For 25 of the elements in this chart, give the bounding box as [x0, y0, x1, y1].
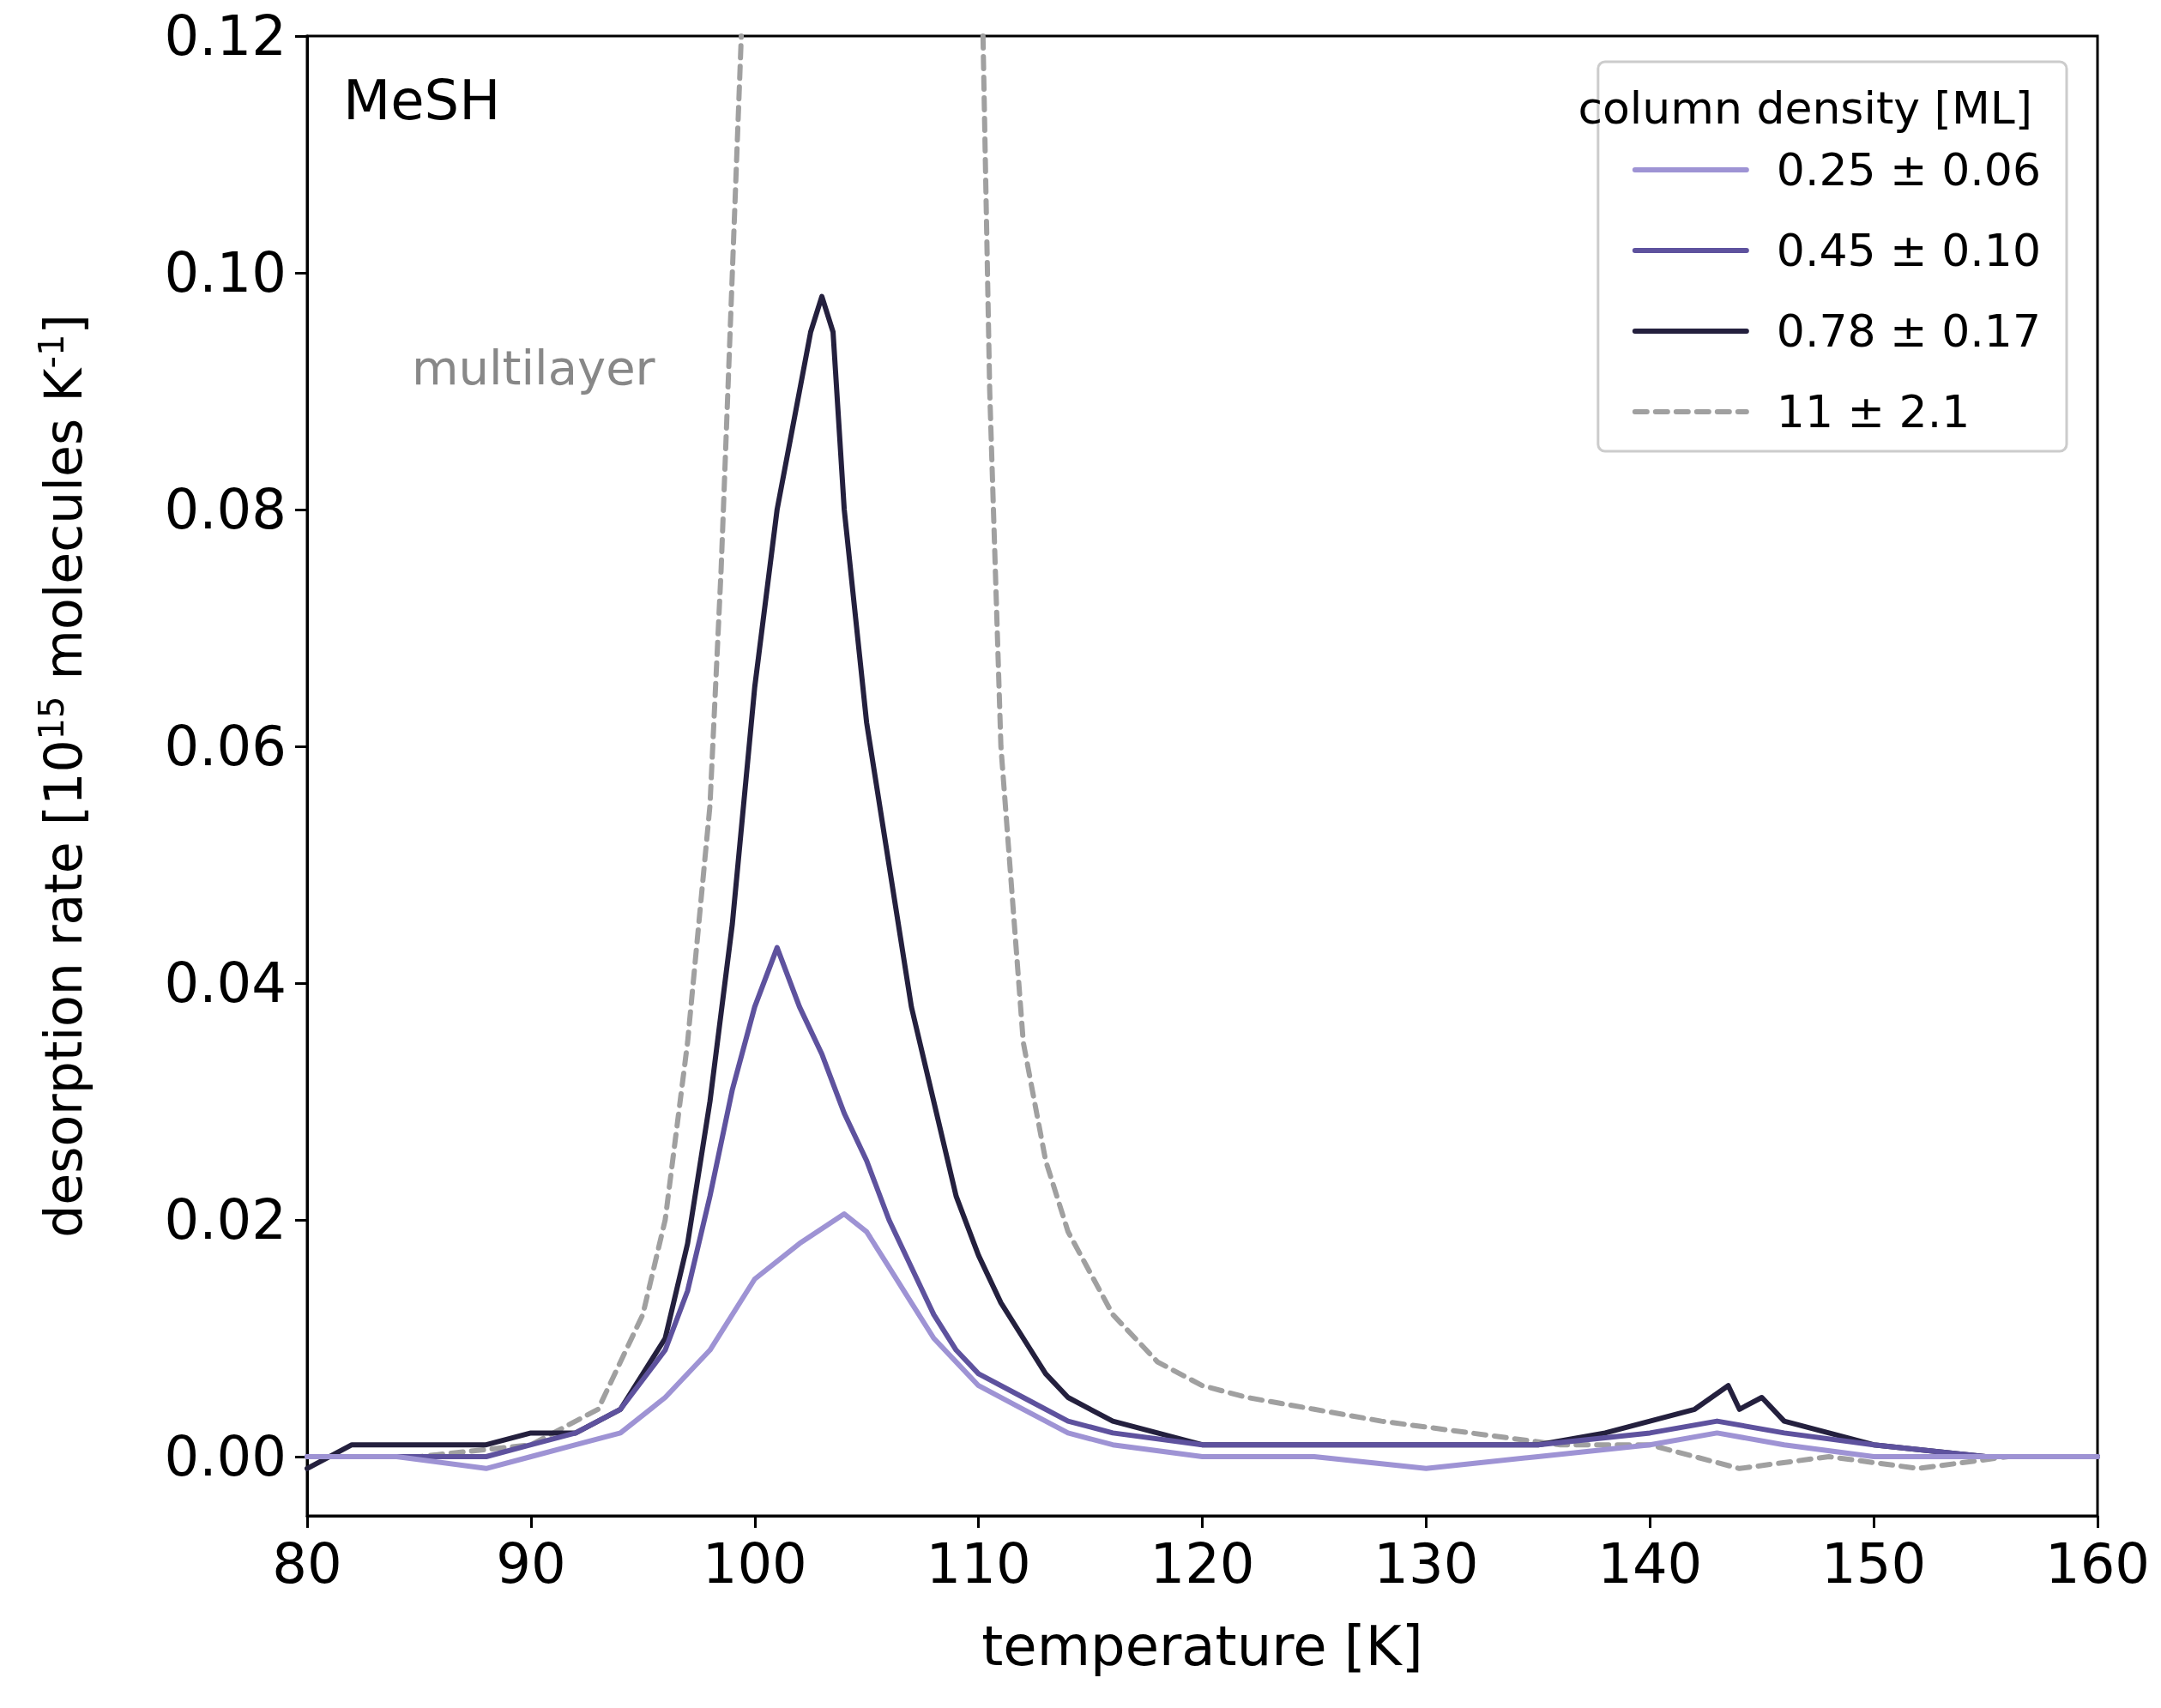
y-tick-label: 0.08	[164, 478, 287, 541]
x-tick-label: 80	[272, 1532, 342, 1596]
annotation: multilayer	[412, 339, 656, 395]
x-tick-label: 110	[926, 1532, 1031, 1596]
legend-label: 11 ± 2.1	[1776, 386, 1971, 438]
y-tick-label: 0.02	[164, 1188, 287, 1252]
y-tick-label: 0.00	[164, 1425, 287, 1488]
x-tick-label: 140	[1597, 1532, 1703, 1596]
x-axis-title: temperature [K]	[981, 1614, 1423, 1678]
y-axis-title: desorption rate [1015 molecules K-1]	[32, 314, 94, 1238]
legend-label: 0.25 ± 0.06	[1776, 144, 2042, 196]
x-tick-label: 160	[2044, 1532, 2151, 1596]
x-tick-label: 130	[1373, 1532, 1479, 1596]
y-tick-label: 0.12	[164, 4, 287, 68]
x-tick-label: 120	[1150, 1532, 1255, 1596]
x-tick-label: 90	[496, 1532, 566, 1596]
legend-title: column density [ML]	[1578, 82, 2032, 134]
legend-label: 0.78 ± 0.17	[1776, 305, 2042, 357]
y-tick-label: 0.10	[164, 241, 287, 305]
y-tick-label: 0.04	[164, 951, 287, 1015]
annotation: MeSH	[343, 69, 501, 132]
y-tick-label: 0.06	[164, 715, 287, 778]
x-tick-label: 100	[702, 1532, 807, 1596]
legend-label: 0.45 ± 0.10	[1776, 225, 2042, 276]
x-tick-label: 150	[1821, 1532, 1927, 1596]
